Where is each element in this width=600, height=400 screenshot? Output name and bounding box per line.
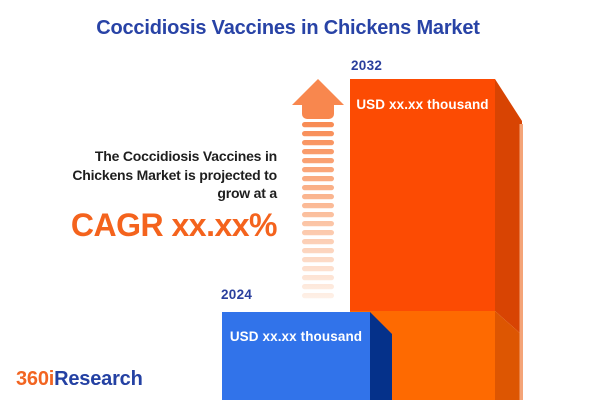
- bar-2024: [222, 312, 392, 400]
- bar-2032-value-label: USD xx.xx thousand: [356, 97, 489, 112]
- bar-2032-edge-highlight: [519, 124, 523, 400]
- bar-2024-face: [222, 312, 370, 400]
- arrow-head: [292, 79, 344, 105]
- growth-arrow-icon: [292, 79, 344, 299]
- arrow-fading-dashes: [302, 122, 334, 299]
- description-line-1: The Coccidiosis Vaccines in: [94, 148, 277, 164]
- logo: 360iResearch: [16, 368, 143, 391]
- bar-2032-face-upper: [350, 79, 495, 311]
- page-title: Coccidiosis Vaccines in Chickens Market: [96, 17, 480, 39]
- bar-2024-year-label: 2024: [221, 287, 253, 302]
- description-line-2: Chickens Market is projected to: [72, 166, 277, 183]
- logo-part-360i: 360i: [16, 368, 55, 390]
- cagr-value: CAGR xx.xx%: [70, 206, 278, 243]
- arrow-stem: [302, 99, 334, 119]
- logo-part-research: Research: [54, 368, 143, 390]
- description-block: The Coccidiosis Vaccines in Chickens Mar…: [40, 147, 278, 243]
- bar-2024-value-label: USD xx.xx thousand: [229, 329, 363, 344]
- bar-2024-side: [370, 312, 392, 400]
- bar-2032-side-lower: [495, 311, 522, 400]
- bar-2032-year-label: 2032: [351, 58, 383, 73]
- bar-2032-side-upper: [495, 79, 522, 335]
- description-line-3: grow at a: [217, 185, 277, 201]
